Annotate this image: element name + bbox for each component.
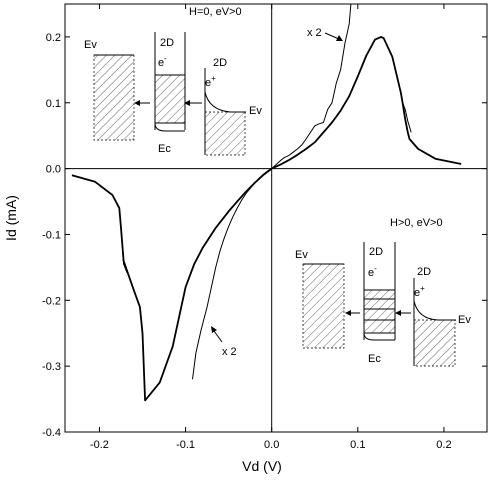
scale-arrow-bottom-head	[211, 326, 217, 333]
electron-superscript: -	[164, 54, 167, 63]
plot-frame	[64, 3, 488, 433]
series-line-2	[118, 208, 128, 273]
series-line-3	[402, 102, 412, 133]
band-diagram-zero-field: Ev 2D e- Ec 2D e+ Ev	[84, 32, 262, 156]
y-tick-label: 0.0	[46, 164, 61, 176]
scale-arrow-bottom-shaft	[213, 330, 223, 343]
right-hatched-band	[204, 111, 246, 156]
x-tick-label: -0.2	[90, 439, 109, 451]
barrier-bottom-curve-field	[363, 332, 395, 341]
series-line-4	[192, 168, 272, 380]
hole-label-field: e+	[414, 284, 425, 299]
scale-arrow-top-shaft	[324, 32, 340, 40]
electron-label-field: e-	[368, 264, 377, 279]
x-tick-label: 0.2	[436, 439, 451, 451]
scale-label-top: x 2	[307, 27, 322, 39]
scale-arrow-top-head	[336, 35, 343, 41]
right-band-curve	[204, 91, 246, 113]
axis-tick-labels: -0.2 -0.1 0.0 0.1 0.2 0.2 0.1 0.0 -0.1 -0.2 -0.3 -0…	[42, 32, 452, 451]
hole-superscript: +	[211, 74, 216, 83]
two-d-label-barrier: 2D	[160, 37, 174, 49]
ec-label: Ec	[158, 143, 171, 155]
x-tick-label: 0.1	[350, 439, 365, 451]
y-tick-label: 0.1	[46, 98, 61, 110]
two-d-label-barrier-field: 2D	[369, 246, 383, 258]
condition-label-top: H=0, eV>0	[189, 6, 242, 18]
right-band-curve-field	[413, 300, 456, 321]
scale-label-bottom: x 2	[222, 346, 237, 358]
x-tick-label: -0.1	[176, 439, 195, 451]
y-tick-label: -0.2	[42, 295, 61, 307]
zero-axes	[65, 4, 487, 432]
condition-label-bottom: H>0, eV>0	[390, 217, 443, 229]
y-tick-label: -0.3	[42, 361, 61, 373]
electron-symbol: e	[158, 57, 164, 69]
series-line-1	[71, 36, 462, 402]
hole-symbol: e	[205, 77, 211, 89]
barrier-hatched-fill-field	[364, 290, 395, 333]
electron-superscript-field: -	[374, 264, 377, 273]
y-tick-label: -0.4	[42, 427, 61, 439]
ev-label-right-field: Ev	[458, 314, 471, 326]
y-tick-label: 0.2	[46, 32, 61, 44]
right-hatched-band-field	[413, 319, 456, 367]
arrow-left-head-field	[345, 310, 351, 316]
hole-superscript-field: +	[420, 284, 425, 293]
electron-label: e-	[158, 54, 167, 69]
band-diagram-nonzero-field: Ev 2D e- Ec 2D e+ Ev	[295, 242, 471, 367]
axis-ticks	[65, 4, 487, 433]
y-tick-label: -0.1	[42, 229, 61, 241]
ev-label-left: Ev	[84, 39, 97, 51]
barrier-bottom-curve	[154, 122, 185, 132]
data-curves	[71, 3, 462, 402]
ec-label-field: Ec	[368, 353, 381, 365]
arrow-right-head-field	[395, 310, 401, 316]
hole-symbol-field: e	[414, 287, 420, 299]
plot-border	[64, 3, 488, 433]
left-hatched-band	[93, 54, 135, 141]
x-tick-label: 0.0	[264, 439, 279, 451]
ev-label-right: Ev	[249, 105, 262, 117]
ev-label-left-field: Ev	[295, 249, 308, 261]
arrow-right-head	[184, 100, 190, 106]
two-d-label-right-field: 2D	[417, 266, 431, 278]
barrier-hatched-fill	[155, 75, 185, 123]
electron-symbol-field: e	[368, 267, 374, 279]
hole-label: e+	[205, 74, 216, 89]
two-d-label-right: 2D	[213, 57, 227, 69]
left-hatched-band-field	[302, 263, 345, 349]
y-axis-title: Id (mA)	[3, 195, 19, 241]
series-line-5	[271, 3, 352, 169]
x-axis-title: Vd (V)	[242, 458, 282, 474]
arrow-left-head	[134, 100, 140, 106]
